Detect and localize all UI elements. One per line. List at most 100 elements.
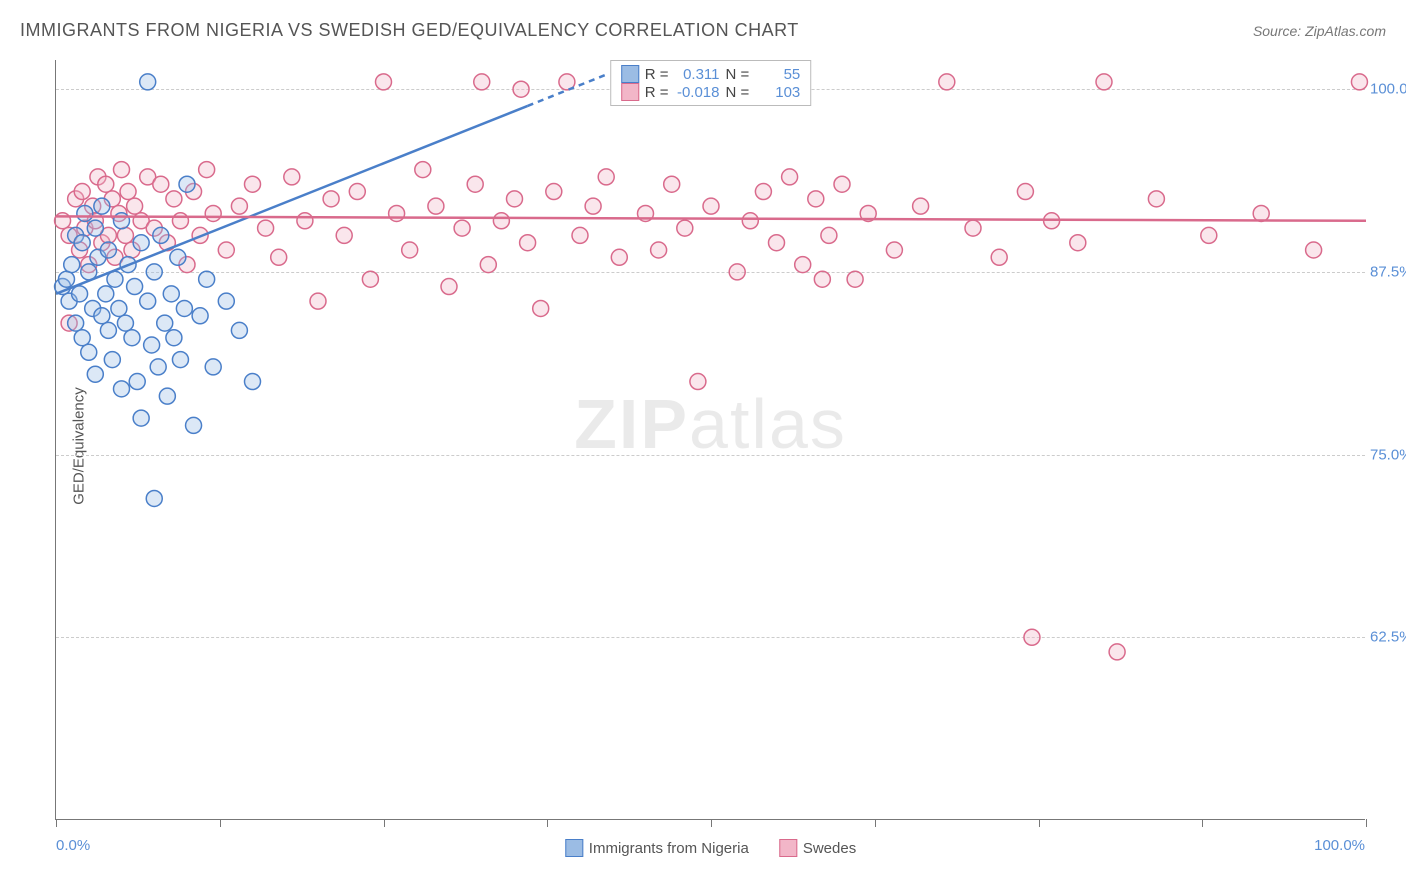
scatter-point: [703, 198, 719, 214]
scatter-point: [111, 300, 127, 316]
scatter-point: [170, 249, 186, 265]
scatter-point: [231, 198, 247, 214]
scatter-point: [611, 249, 627, 265]
scatter-point: [651, 242, 667, 258]
scatter-point: [199, 162, 215, 178]
scatter-point: [186, 417, 202, 433]
scatter-point: [664, 176, 680, 192]
scatter-point: [114, 162, 130, 178]
scatter-point: [74, 330, 90, 346]
scatter-point: [114, 213, 130, 229]
scatter-point: [1024, 629, 1040, 645]
scatter-point: [129, 374, 145, 390]
scatter-point: [886, 242, 902, 258]
correlation-legend: R = 0.311 N = 55 R = -0.018 N = 103: [610, 60, 812, 106]
scatter-point: [808, 191, 824, 207]
scatter-point: [454, 220, 470, 236]
legend-swatch-swedes-icon: [779, 839, 797, 857]
x-tick: [547, 819, 548, 827]
scatter-point: [94, 198, 110, 214]
x-axis-label-min: 0.0%: [56, 837, 90, 854]
scatter-point: [402, 242, 418, 258]
legend-swatch-nigeria-icon: [565, 839, 583, 857]
scatter-point: [677, 220, 693, 236]
scatter-point: [163, 286, 179, 302]
scatter-point: [467, 176, 483, 192]
scatter-point: [127, 198, 143, 214]
scatter-point: [74, 184, 90, 200]
scatter-point: [572, 227, 588, 243]
scatter-point: [58, 271, 74, 287]
scatter-point: [939, 74, 955, 90]
scatter-point: [493, 213, 509, 229]
scatter-point: [68, 315, 84, 331]
scatter-point: [127, 279, 143, 295]
scatter-point: [821, 227, 837, 243]
series-legend: Immigrants from Nigeria Swedes: [565, 839, 856, 857]
x-tick: [384, 819, 385, 827]
scatter-point: [362, 271, 378, 287]
scatter-point: [81, 344, 97, 360]
scatter-point: [192, 308, 208, 324]
scatter-point: [74, 235, 90, 251]
scatter-point: [1201, 227, 1217, 243]
scatter-point: [153, 176, 169, 192]
scatter-point: [124, 330, 140, 346]
scatter-point: [729, 264, 745, 280]
scatter-point: [415, 162, 431, 178]
y-tick-label: 87.5%: [1370, 263, 1406, 280]
scatter-point: [64, 257, 80, 273]
x-tick: [1039, 819, 1040, 827]
scatter-point: [991, 249, 1007, 265]
scatter-point: [153, 227, 169, 243]
scatter-point: [176, 300, 192, 316]
scatter-point: [376, 74, 392, 90]
scatter-point: [166, 191, 182, 207]
scatter-point: [742, 213, 758, 229]
scatter-point: [323, 191, 339, 207]
scatter-point: [913, 198, 929, 214]
scatter-point: [965, 220, 981, 236]
x-tick: [56, 819, 57, 827]
legend-row-series1: R = 0.311 N = 55: [621, 65, 801, 83]
scatter-point: [598, 169, 614, 185]
scatter-point: [133, 235, 149, 251]
scatter-point: [336, 227, 352, 243]
scatter-point: [166, 330, 182, 346]
scatter-point: [533, 300, 549, 316]
scatter-point: [172, 352, 188, 368]
legend-item-nigeria: Immigrants from Nigeria: [565, 839, 749, 857]
y-tick-label: 100.0%: [1370, 81, 1406, 98]
scatter-point: [1351, 74, 1367, 90]
scatter-point: [507, 191, 523, 207]
legend-swatch-swedes: [621, 83, 639, 101]
scatter-point: [77, 205, 93, 221]
regression-line: [56, 216, 1366, 220]
scatter-point: [585, 198, 601, 214]
scatter-point: [1070, 235, 1086, 251]
scatter-point: [146, 264, 162, 280]
scatter-point: [179, 176, 195, 192]
scatter-point: [133, 410, 149, 426]
scatter-point: [441, 279, 457, 295]
chart-title: IMMIGRANTS FROM NIGERIA VS SWEDISH GED/E…: [20, 20, 799, 41]
scatter-point: [98, 286, 114, 302]
x-tick: [1366, 819, 1367, 827]
scatter-point: [310, 293, 326, 309]
scatter-point: [1109, 644, 1125, 660]
scatter-point: [140, 293, 156, 309]
legend-swatch-nigeria: [621, 65, 639, 83]
chart-plot-area: ZIPatlas 62.5%75.0%87.5%100.0% R = 0.311…: [55, 60, 1365, 820]
scatter-point: [117, 315, 133, 331]
scatter-point: [104, 352, 120, 368]
scatter-point: [546, 184, 562, 200]
scatter-point: [98, 176, 114, 192]
scatter-point: [114, 381, 130, 397]
scatter-point: [245, 176, 261, 192]
scatter-point: [144, 337, 160, 353]
scatter-point: [150, 359, 166, 375]
scatter-point: [474, 74, 490, 90]
scatter-point: [199, 271, 215, 287]
scatter-point: [205, 205, 221, 221]
scatter-point: [847, 271, 863, 287]
